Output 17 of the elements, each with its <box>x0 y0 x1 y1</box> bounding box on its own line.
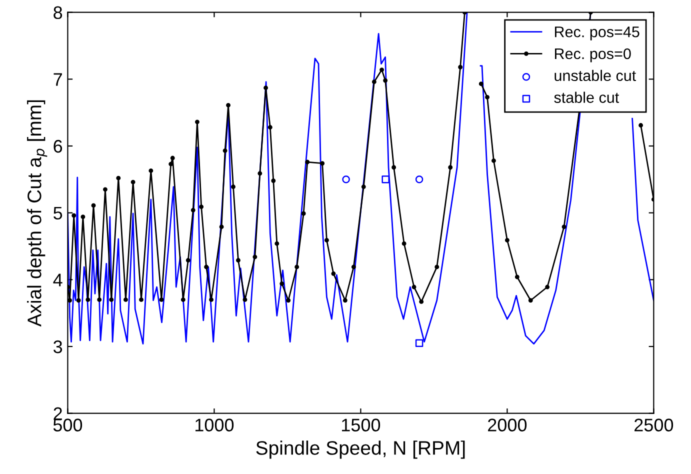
x-tick-label: 500 <box>53 418 82 432</box>
legend-label: Rec. pos=45 <box>554 26 640 40</box>
y-tick-label: 8 <box>54 6 62 20</box>
legend-label: unstable cut <box>554 70 636 82</box>
x-tick-label: 1000 <box>196 418 234 432</box>
y-tick-label: 3 <box>54 340 62 354</box>
y-axis-title: Axial depth of Cut a$_{p}$ [mm] <box>27 100 48 327</box>
legend-label: stable cut <box>554 92 620 103</box>
x-axis-title: Spindle Speed, N [RPM] <box>256 440 465 459</box>
x-tick-label: 2000 <box>488 418 527 432</box>
y-tick-label: 4 <box>53 274 62 286</box>
x-tick-label: 2500 <box>634 418 674 432</box>
x-tick-label: 1500 <box>342 418 380 432</box>
y-tick-label: 5 <box>54 206 62 220</box>
legend-label: Rec. pos=0 <box>554 48 631 62</box>
y-tick-label: 7 <box>54 73 62 86</box>
y-tick-label: 6 <box>54 140 62 153</box>
